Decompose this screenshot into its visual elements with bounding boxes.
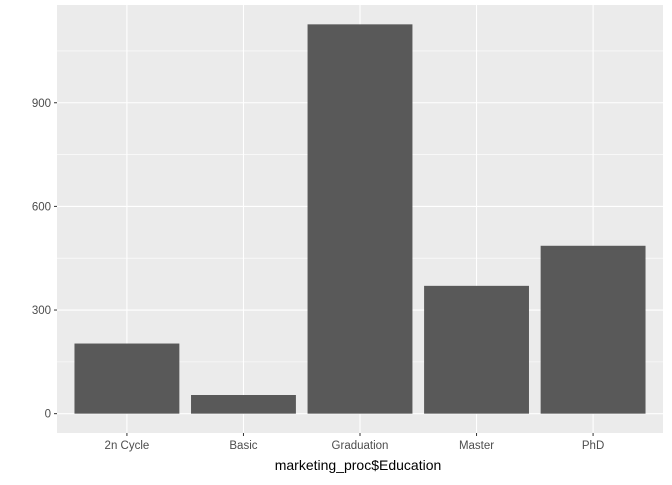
x-tick-label: Master: [459, 440, 494, 452]
bar-2n-cycle: [74, 343, 180, 414]
bar-graduation: [307, 24, 413, 414]
bar-basic: [191, 395, 296, 414]
y-axis: 0 300 600 900: [32, 98, 57, 421]
x-axis: 2n Cycle Basic Graduation Master PhD: [105, 433, 604, 452]
bars-group: [74, 24, 646, 414]
x-tick-label: PhD: [582, 440, 604, 452]
bar-master: [424, 285, 529, 414]
y-tick-label: 600: [32, 201, 51, 213]
x-tick-label: 2n Cycle: [105, 440, 150, 452]
x-tick-label: Graduation: [332, 440, 389, 452]
x-axis-title: marketing_proc$Education: [275, 457, 442, 473]
y-tick-label: 900: [32, 98, 51, 110]
y-tick-label: 0: [45, 409, 51, 421]
x-tick-label: Basic: [229, 440, 257, 452]
y-tick-label: 300: [32, 305, 51, 317]
bar-phd: [540, 245, 646, 414]
